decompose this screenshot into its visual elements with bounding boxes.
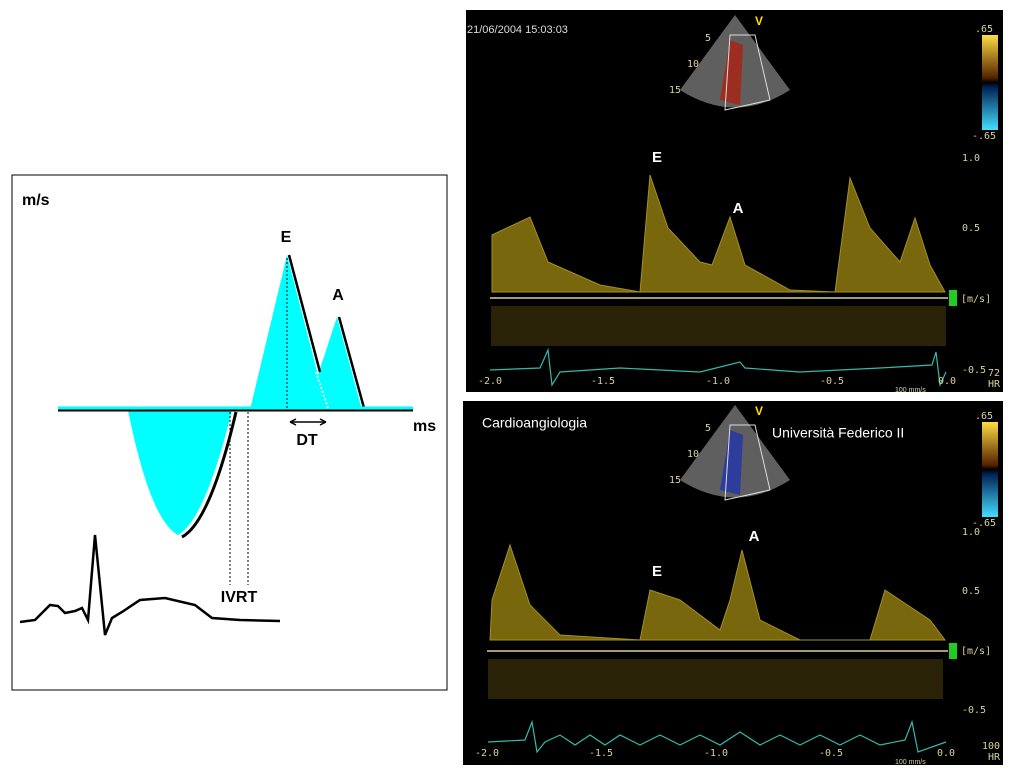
depth-label: 15	[669, 85, 681, 96]
baseline-marker	[949, 290, 957, 306]
velocity-label: [m/s]	[961, 646, 991, 657]
depth-label: 10	[687, 59, 699, 70]
positive-waves	[250, 255, 362, 410]
dt-label: DT	[296, 432, 318, 449]
timestamp: 21/06/2004 15:03:03	[467, 24, 568, 36]
time-label: -0.5	[820, 376, 844, 387]
time-label: -2.0	[478, 376, 502, 387]
time-label: -1.0	[704, 748, 728, 759]
institution-label: Cardioangiologia	[482, 415, 587, 431]
dt-arrow	[289, 418, 327, 426]
negative-wave	[128, 410, 232, 535]
negative-wave-edge	[181, 411, 238, 539]
probe-marker: V	[755, 14, 763, 28]
velocity-label: -0.5	[962, 705, 986, 716]
color-doppler	[720, 430, 743, 495]
heart-rate: 100	[982, 741, 1000, 752]
ecg-trace	[487, 719, 947, 754]
sweep-speed: 100 mm/s	[895, 387, 926, 394]
peak-e-label: E	[652, 149, 662, 166]
heart-rate-unit: HR	[988, 752, 1001, 763]
depth-label: 5	[705, 423, 711, 434]
color-scale-max: .65	[975, 411, 993, 422]
color-scale-min: -.65	[972, 131, 996, 142]
peak-a-label: A	[749, 528, 760, 545]
velocity-label: 1.0	[962, 527, 980, 538]
velocity-label: -0.5	[962, 365, 986, 376]
color-bar	[982, 422, 998, 517]
time-label: 0.0	[938, 376, 956, 387]
velocity-label: 0.5	[962, 586, 980, 597]
depth-label: 15	[669, 475, 681, 486]
depth-label: 10	[687, 449, 699, 460]
peak-e-label: E	[652, 563, 662, 580]
color-bar	[982, 35, 998, 130]
institution-label: Università Federico II	[772, 425, 904, 441]
time-label: -1.5	[589, 748, 613, 759]
time-label: 0.0	[937, 748, 955, 759]
reverse-flow-noise	[491, 306, 946, 346]
velocity-label: [m/s]	[961, 294, 991, 305]
doppler-envelope	[491, 174, 946, 293]
color-scale-max: .65	[975, 24, 993, 35]
velocity-label: 1.0	[962, 153, 980, 164]
sweep-speed: 100 mm/s	[895, 759, 926, 766]
heart-rate: 72	[988, 368, 1000, 379]
x-unit: ms	[413, 418, 436, 435]
peak-a-label: A	[733, 200, 744, 217]
ecg-trace	[489, 347, 947, 388]
depth-label: 5	[705, 33, 711, 44]
ecg-trace	[19, 534, 281, 636]
velocity-label: 0.5	[962, 223, 980, 234]
color-scale-min: -.65	[972, 518, 996, 529]
peak-e-label: E	[281, 229, 292, 246]
color-doppler	[720, 40, 743, 105]
time-label: -2.0	[475, 748, 499, 759]
time-label: -1.0	[706, 376, 730, 387]
wave-edge	[287, 254, 366, 409]
baseline-marker	[949, 643, 957, 659]
time-label: -0.5	[819, 748, 843, 759]
sample-box	[724, 34, 771, 111]
ivrt-label: IVRT	[221, 589, 258, 606]
sample-box	[724, 424, 771, 501]
y-unit: m/s	[22, 192, 50, 209]
reverse-flow-noise	[488, 659, 943, 699]
peak-a-label: A	[332, 287, 344, 304]
probe-marker: V	[755, 404, 763, 418]
time-label: -1.5	[591, 376, 615, 387]
doppler-envelope	[489, 543, 946, 641]
heart-rate-unit: HR	[988, 379, 1001, 390]
